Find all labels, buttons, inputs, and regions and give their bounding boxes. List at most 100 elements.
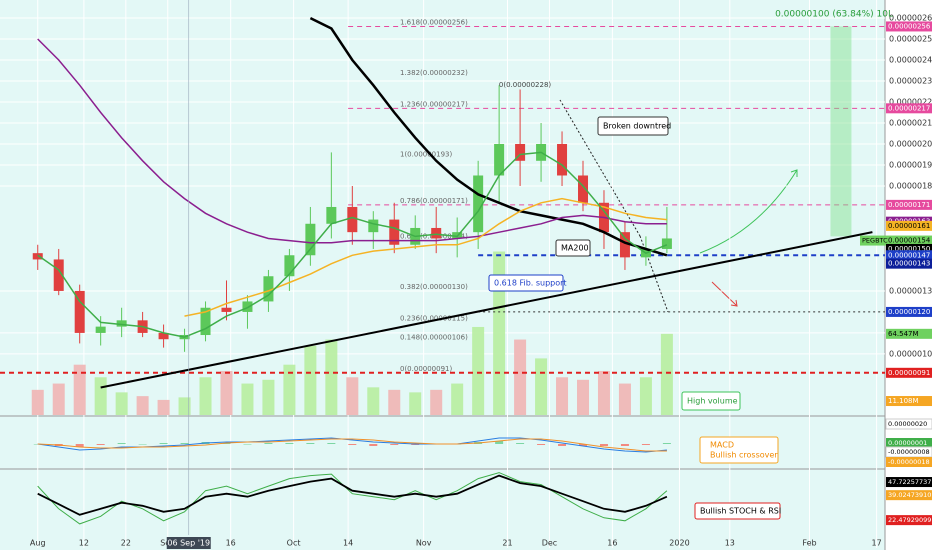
- annotation-text: 0.618 Fib. support: [494, 279, 567, 288]
- fib-label: 1.618(0.00000256): [400, 18, 468, 26]
- fib-label: 1(0.00000193): [400, 151, 452, 159]
- candle-body: [242, 301, 253, 312]
- annotation-box: [699, 436, 779, 464]
- candle-body: [305, 223, 316, 256]
- price-tag: [886, 328, 932, 339]
- price-tag: [886, 457, 932, 467]
- x-tick-label: 21: [502, 539, 512, 548]
- volume-bar: [115, 392, 128, 415]
- price-tag: [886, 258, 932, 269]
- ma-line: [37, 151, 668, 338]
- macd-hist: [537, 444, 546, 445]
- price-tag-label: 0.00000020: [888, 420, 927, 428]
- price-tag-label: 0.00000091: [888, 369, 930, 377]
- price-tag: [886, 199, 932, 210]
- volume-bar: [73, 364, 86, 415]
- candle-body: [263, 276, 274, 302]
- y-tick-label: 0.00000100: [889, 349, 932, 358]
- y-tick-label: 0.00000260: [889, 14, 932, 23]
- price-tag: [886, 21, 932, 32]
- x-tick-label: Dec: [542, 539, 557, 548]
- candle-body: [158, 332, 169, 340]
- candle-body: [284, 255, 295, 277]
- macd-hist: [558, 444, 567, 446]
- candle-body: [473, 175, 484, 233]
- y-tick-label: 0.00000130: [889, 286, 932, 295]
- ma-line: [309, 16, 668, 257]
- macd-hist: [285, 443, 294, 444]
- price-tag-label: 0.00000143: [888, 260, 930, 268]
- x-tick-label: Feb: [802, 539, 816, 548]
- volume-bar: [618, 383, 631, 415]
- macd-hist: [327, 443, 336, 444]
- price-tag-label: 0.00000001: [888, 439, 927, 447]
- bear-arrow: [711, 281, 738, 307]
- price-tag-label: 0.00000171: [888, 201, 930, 209]
- macd-hist: [117, 443, 126, 444]
- macd-hist: [579, 444, 588, 446]
- price-tag-label: 0.00000161: [888, 222, 930, 230]
- candle-body: [53, 259, 64, 291]
- candle-body: [368, 219, 379, 233]
- macd-hist: [348, 444, 357, 445]
- macd-hist: [390, 444, 399, 445]
- bull-arrow: [699, 169, 798, 254]
- volume-bar: [597, 370, 610, 415]
- candle-body: [200, 307, 211, 336]
- annotation-box: [681, 391, 741, 411]
- arrow-head: [790, 169, 798, 177]
- volume-bar: [52, 383, 65, 415]
- volume-bar: [157, 399, 170, 415]
- price-tag: [886, 103, 932, 114]
- price-tag-label: 22.47929099: [888, 516, 931, 524]
- x-tick-label: 12: [79, 539, 89, 548]
- volume-bar: [199, 377, 212, 415]
- price-tag: [886, 220, 932, 231]
- volume-bar: [94, 377, 107, 415]
- macd-hist: [662, 443, 671, 444]
- price-tag: [886, 235, 932, 246]
- macd-hist: [599, 444, 608, 446]
- x-tick-label: 22: [121, 539, 131, 548]
- price-tag: [886, 438, 932, 448]
- macd-hist: [180, 443, 189, 444]
- price-tag-label: -0.00000008: [888, 448, 930, 456]
- x-tick-label: 16: [607, 539, 617, 548]
- candle-body: [74, 290, 85, 333]
- macd-hist: [620, 444, 629, 446]
- volume-bar: [346, 377, 359, 415]
- price-tag: [886, 243, 932, 254]
- volume-bar: [493, 251, 506, 415]
- candle-body: [619, 232, 630, 258]
- ma-line: [37, 38, 667, 244]
- price-tag-label: 0.00000120: [888, 308, 930, 316]
- macd-hist: [495, 441, 504, 444]
- rsi-line: [37, 474, 668, 516]
- x-tick-label: 16: [226, 539, 236, 548]
- price-tag-label: 0.00000147: [888, 251, 930, 259]
- fib-label: 0.382(0.00000130): [400, 283, 468, 291]
- price-tag-label: 47.72257737: [888, 478, 931, 486]
- candle-body: [557, 144, 568, 176]
- macd-hist: [96, 444, 105, 445]
- macd-hist: [641, 444, 650, 445]
- trendline: [100, 231, 873, 389]
- macd-hist: [516, 443, 525, 444]
- cursor-date-bg: [166, 537, 211, 549]
- price-tag: [886, 250, 932, 261]
- fib-label: 0.148(0.00000106): [400, 333, 468, 341]
- price-tag-label: 39.02473910: [888, 491, 931, 499]
- macd-hist: [138, 444, 147, 445]
- candle-body: [95, 326, 106, 333]
- candle-body: [116, 320, 127, 327]
- price-tag-label: -0.00000018: [888, 458, 930, 466]
- x-tick-label: 14: [343, 539, 353, 548]
- cursor-date-label: 06 Sep '19: [167, 539, 210, 548]
- price-tag: [886, 306, 932, 317]
- projection-label: 0.00000100 (63.84%) 10L: [775, 10, 893, 20]
